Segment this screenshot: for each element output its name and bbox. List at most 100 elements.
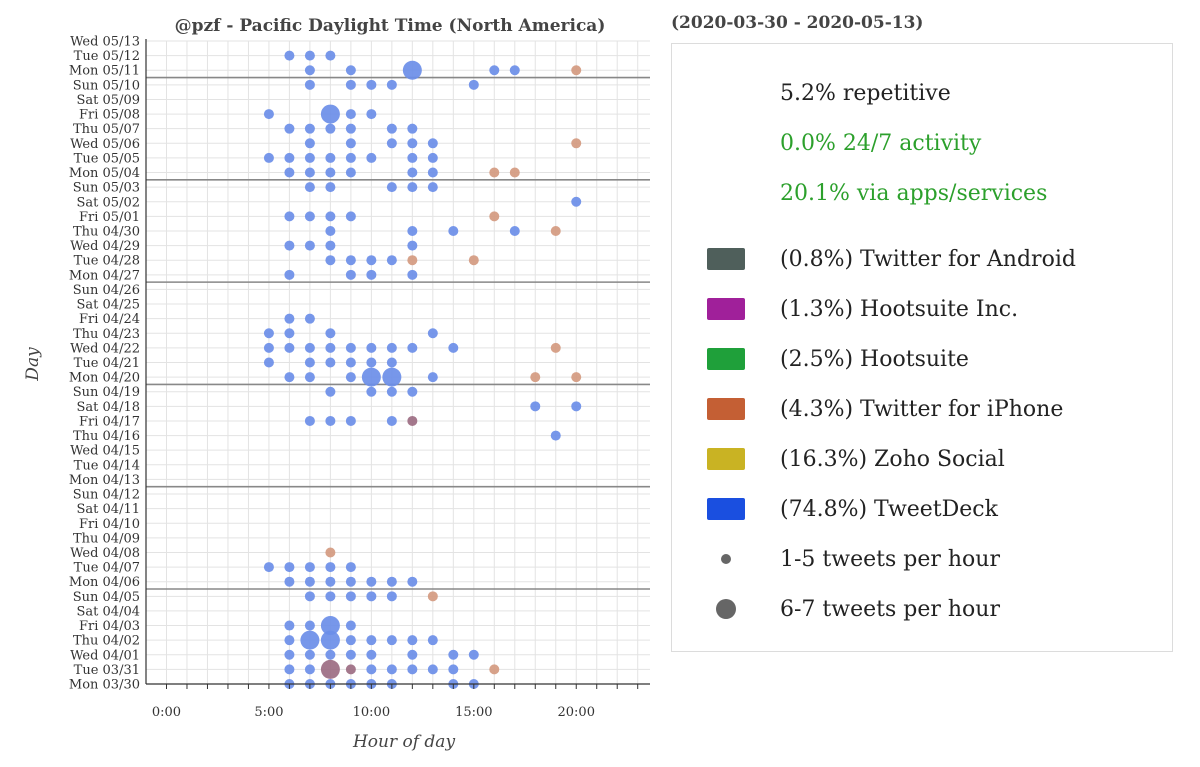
data-point [345,269,356,280]
data-point [304,167,315,178]
data-point [427,328,438,339]
data-point [345,79,356,90]
data-point [304,649,315,660]
y-tick-label: Tue 05/05 [74,151,140,166]
y-tick-label: Sat 04/11 [77,502,140,517]
data-point [489,664,500,675]
legend-item-twitter-android: (0.8%) Twitter for Android [706,245,1076,273]
data-point [448,225,459,236]
activity-chart: @pzf - Pacific Daylight Time (North Amer… [23,16,650,752]
swatch-twitter-android [707,248,745,270]
data-point [407,415,418,426]
data-point [386,576,397,587]
axes [145,39,650,689]
y-tick-label: Mon 05/11 [69,64,140,79]
y-tick-label: Sun 04/19 [73,385,140,400]
legend-panel: 5.2% repetitive 0.0% 24/7 activity 20.1%… [671,43,1173,652]
data-point [284,313,295,324]
data-point [263,342,274,353]
data-point [468,255,479,266]
y-tick-label: Tue 05/12 [74,49,140,64]
data-point [366,386,377,397]
data-point [386,635,397,646]
data-point [345,255,356,266]
y-tick-label: Tue 04/28 [74,254,140,269]
data-point [304,123,315,134]
y-tick-label: Sun 04/26 [73,283,140,298]
data-point [407,386,418,397]
y-tick-label: Sun 04/12 [73,488,140,503]
data-point [284,664,295,675]
y-tick-label: Sat 05/09 [77,93,140,108]
size-dot-small [721,554,731,564]
data-point [304,152,315,163]
data-point [345,635,356,646]
data-point [304,182,315,193]
data-point [345,415,356,426]
data-point [361,367,381,387]
data-point [345,357,356,368]
data-point [407,664,418,675]
legend-label: (4.3%) Twitter for iPhone [780,396,1064,422]
data-point [407,269,418,280]
y-tick-label: Sun 05/10 [73,78,140,93]
data-point [407,342,418,353]
y-tick-label: Mon 03/30 [69,678,140,693]
data-point [427,167,438,178]
data-point [345,123,356,134]
legend-label: (0.8%) Twitter for Android [780,246,1076,272]
y-tick-label: Fri 05/08 [79,108,140,123]
data-point [366,79,377,90]
y-tick-label: Wed 04/01 [70,648,140,663]
data-point [489,65,500,76]
data-point [325,342,336,353]
data-point [325,123,336,134]
x-axis-label: Hour of day [352,732,455,752]
data-point [284,562,295,573]
data-point [284,649,295,660]
data-point [407,240,418,251]
week-separators [146,76,650,590]
y-tick-label: Mon 04/06 [69,575,140,590]
data-point [284,211,295,222]
legend-size-large: 6-7 tweets per hour [706,595,1000,623]
data-point [325,386,336,397]
y-tick-label: Fri 04/10 [79,517,140,532]
data-point [304,79,315,90]
data-point [325,152,336,163]
data-point [407,182,418,193]
data-point [284,342,295,353]
legend-label: 6-7 tweets per hour [780,596,1000,622]
data-point [345,649,356,660]
data-point [304,313,315,324]
legend-label: (16.3%) Zoho Social [780,446,1005,472]
y-tick-label: Wed 04/15 [70,444,140,459]
y-tick-label: Wed 05/06 [70,137,140,152]
y-tick-label: Thu 04/30 [73,224,140,239]
data-point [489,167,500,178]
data-point [407,255,418,266]
data-point [304,138,315,149]
data-point [468,79,479,90]
legend-label: 1-5 tweets per hour [780,546,1000,572]
y-tick-label: Mon 04/20 [69,371,140,386]
data-point [407,167,418,178]
data-point [366,269,377,280]
y-tick-label: Fri 05/01 [79,210,140,225]
data-point [366,576,377,587]
x-tick-label: 0:00 [152,705,181,720]
data-point [427,664,438,675]
data-point [366,649,377,660]
data-point [366,591,377,602]
data-point [571,372,582,383]
data-point [366,357,377,368]
legend-label: (1.3%) Hootsuite Inc. [780,296,1019,322]
stat-repetitive: 5.2% repetitive [780,81,951,106]
data-point [284,123,295,134]
y-tick-label: Thu 04/02 [73,634,140,649]
legend-item-hootsuite-inc: (1.3%) Hootsuite Inc. [706,295,1018,323]
swatch-tweetdeck [707,498,745,520]
data-point [427,152,438,163]
data-point [325,328,336,339]
y-tick-label: Sat 04/25 [77,298,140,313]
